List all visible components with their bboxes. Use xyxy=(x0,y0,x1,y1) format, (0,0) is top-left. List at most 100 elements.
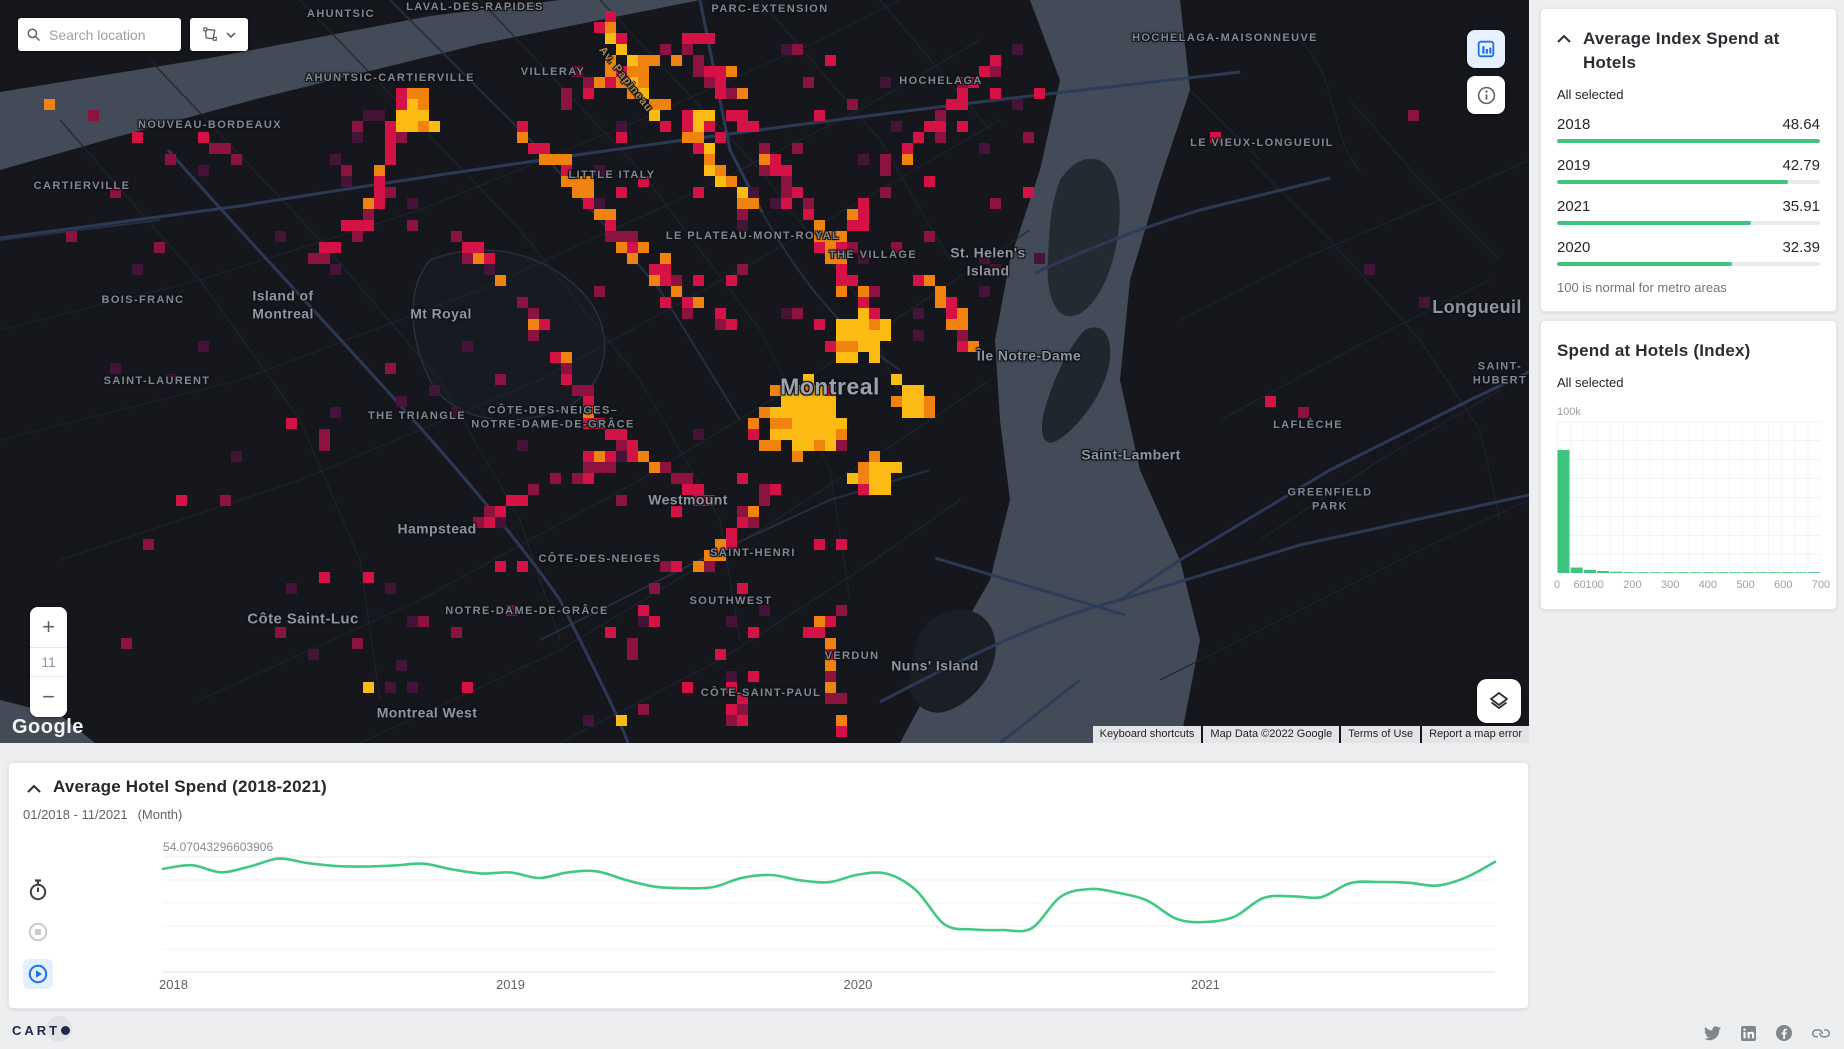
heat-cell xyxy=(660,462,671,473)
heat-cell xyxy=(627,77,638,88)
heat-cell xyxy=(781,187,792,198)
attribution-item[interactable]: Report a map error xyxy=(1422,726,1529,743)
heat-cell xyxy=(946,308,957,319)
histogram-bar[interactable] xyxy=(1755,571,1768,573)
heat-cell xyxy=(759,440,770,451)
time-window-button[interactable] xyxy=(23,875,53,905)
heat-cell xyxy=(825,341,836,352)
heat-cell xyxy=(693,132,704,143)
heat-cell xyxy=(682,297,693,308)
histogram-bar[interactable] xyxy=(1702,571,1715,573)
category-bar xyxy=(1557,220,1820,225)
heat-cell xyxy=(638,55,649,66)
footer: CART xyxy=(0,1009,1844,1049)
linkedin-icon[interactable] xyxy=(1741,1025,1756,1041)
facebook-icon[interactable] xyxy=(1776,1025,1792,1041)
histogram-bar[interactable] xyxy=(1583,569,1596,573)
share-link-icon[interactable] xyxy=(1812,1026,1830,1040)
toggle-widgets-button[interactable] xyxy=(1467,30,1505,68)
histogram-bar[interactable] xyxy=(1557,449,1570,573)
histogram-bar[interactable] xyxy=(1795,571,1808,573)
histogram-bar[interactable] xyxy=(1715,571,1728,573)
histogram-bar[interactable] xyxy=(1768,571,1781,573)
collapse-widget-button[interactable] xyxy=(1557,31,1571,45)
heat-cell xyxy=(957,308,968,319)
zoom-in-button[interactable]: + xyxy=(30,607,67,647)
heat-cell xyxy=(682,682,693,693)
google-logo[interactable]: Google xyxy=(12,716,84,738)
layers-button[interactable] xyxy=(1477,679,1521,723)
histogram-bar[interactable] xyxy=(1610,571,1623,573)
heat-cell xyxy=(528,143,539,154)
heat-cell xyxy=(341,176,352,187)
heat-cell xyxy=(132,264,143,275)
heat-cell xyxy=(671,286,682,297)
histogram-plot[interactable] xyxy=(1557,420,1821,573)
histogram-bar[interactable] xyxy=(1570,567,1583,573)
heat-cell xyxy=(583,462,594,473)
histogram-bar[interactable] xyxy=(1808,571,1821,573)
spend-line-series[interactable] xyxy=(161,857,1497,933)
heat-cell xyxy=(220,143,231,154)
zoom-out-button[interactable]: − xyxy=(30,677,67,717)
histogram-bar[interactable] xyxy=(1597,570,1610,573)
heat-cell xyxy=(814,220,825,231)
heat-cell xyxy=(715,66,726,77)
stop-animation-button[interactable] xyxy=(23,917,53,947)
heat-cell xyxy=(759,407,770,418)
search-input[interactable] xyxy=(49,26,167,43)
histogram-bar[interactable] xyxy=(1649,571,1662,573)
histogram-bar[interactable] xyxy=(1636,571,1649,573)
heat-cell xyxy=(990,264,1001,275)
heat-cell xyxy=(979,143,990,154)
heat-cell xyxy=(517,132,528,143)
histogram-bar[interactable] xyxy=(1676,571,1689,573)
histogram-bar[interactable] xyxy=(1663,571,1676,573)
heat-cell xyxy=(407,616,418,627)
attribution-item[interactable]: Terms of Use xyxy=(1341,726,1421,743)
map-canvas[interactable]: LAVAL-DES-RAPIDES AHUNTSIC PARC-EXTENSION H… xyxy=(0,0,1529,743)
category-row[interactable]: 2019 42.79 xyxy=(1557,157,1820,184)
histogram-bar[interactable] xyxy=(1742,571,1755,573)
heat-cell xyxy=(847,275,858,286)
histogram-bar[interactable] xyxy=(1781,571,1794,573)
category-row[interactable]: 2021 35.91 xyxy=(1557,198,1820,225)
heat-cell xyxy=(814,110,825,121)
draw-polygon-tool-button[interactable] xyxy=(190,18,248,51)
heat-cell xyxy=(803,418,814,429)
heat-cell xyxy=(770,154,781,165)
heat-cell xyxy=(748,187,759,198)
histogram-bar[interactable] xyxy=(1623,571,1636,573)
category-row[interactable]: 2020 32.39 xyxy=(1557,239,1820,266)
heat-cell xyxy=(858,253,869,264)
histogram-bar[interactable] xyxy=(1689,571,1702,573)
collapse-panel-button[interactable] xyxy=(27,781,41,795)
heat-cell xyxy=(638,451,649,462)
heat-cell xyxy=(385,363,396,374)
heat-cell xyxy=(616,121,627,132)
x-tick-label: 2018 xyxy=(159,977,188,992)
heat-cell xyxy=(759,165,770,176)
twitter-icon[interactable] xyxy=(1704,1025,1721,1041)
heat-cell xyxy=(583,176,594,187)
heat-cell xyxy=(616,77,627,88)
histogram-bar[interactable] xyxy=(1729,571,1742,573)
x-tick-label: 2020 xyxy=(843,977,872,992)
attribution-item: Map Data ©2022 Google xyxy=(1203,726,1340,743)
heat-cell xyxy=(110,363,121,374)
info-button[interactable] xyxy=(1467,76,1505,114)
heat-cell xyxy=(594,77,605,88)
heat-cell xyxy=(715,77,726,88)
heat-cell xyxy=(781,308,792,319)
heat-cell xyxy=(737,88,748,99)
heat-cell xyxy=(990,55,1001,66)
attribution-item[interactable]: Keyboard shortcuts xyxy=(1092,726,1202,743)
heat-cell xyxy=(583,451,594,462)
heat-cell xyxy=(836,330,847,341)
carto-logo[interactable]: CART xyxy=(12,1016,72,1042)
play-animation-button[interactable] xyxy=(23,959,53,989)
heat-cell xyxy=(583,473,594,484)
heat-cell xyxy=(506,495,517,506)
category-row[interactable]: 2018 48.64 xyxy=(1557,116,1820,143)
heat-cell xyxy=(209,143,220,154)
